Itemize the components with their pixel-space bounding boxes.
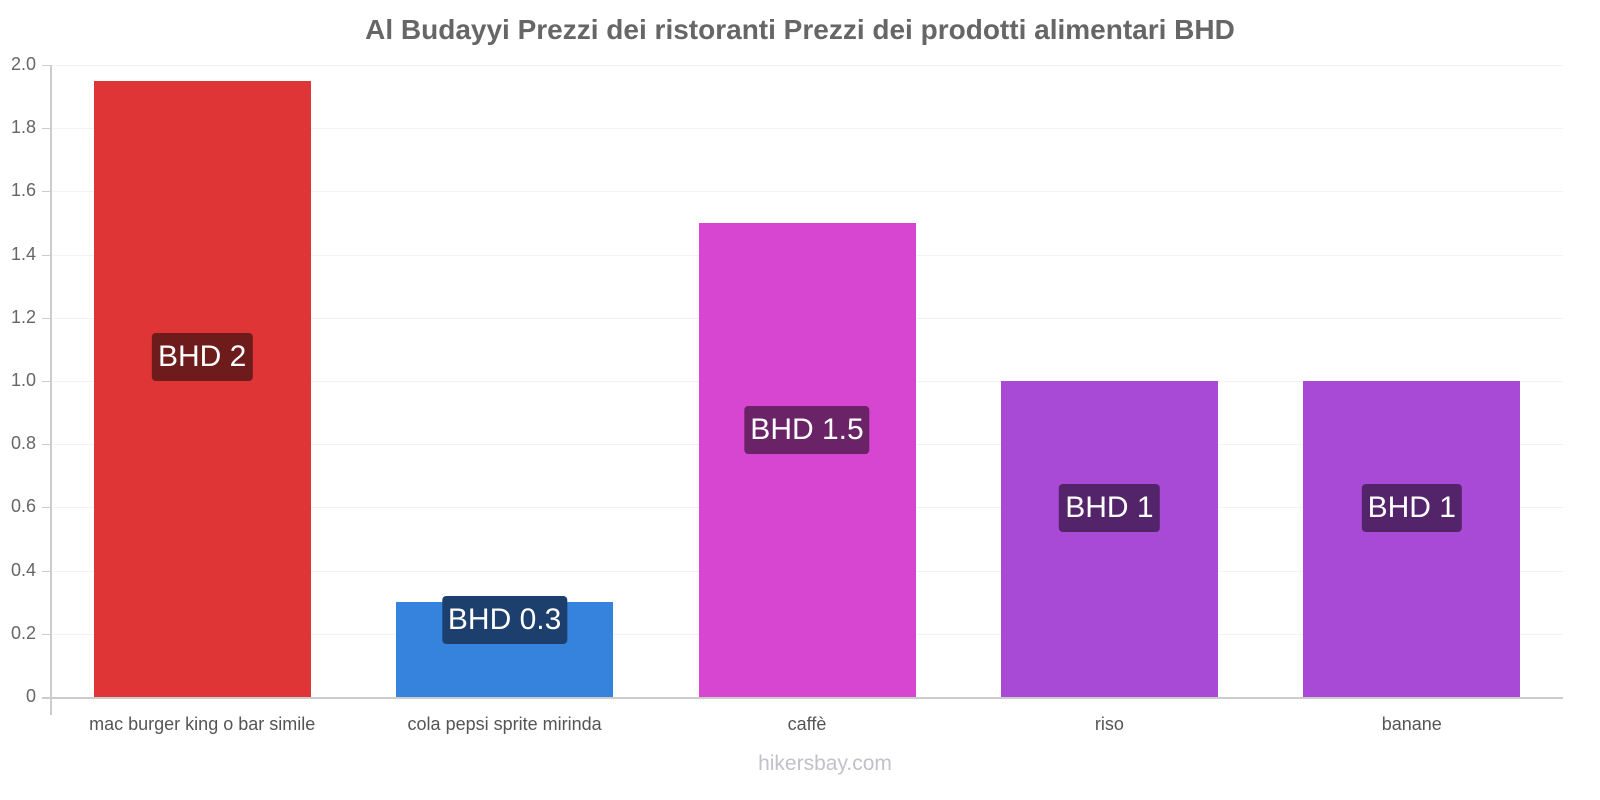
bar[interactable]: BHD 0.3	[396, 595, 614, 697]
chart-title: Al Budayyi Prezzi dei ristoranti Prezzi …	[365, 14, 1235, 45]
y-tick-mark	[42, 697, 50, 698]
y-tick-mark	[42, 191, 50, 193]
y-tick-label: 0.4	[10, 559, 36, 580]
watermark: hikersbay.com	[758, 752, 892, 775]
bar-value-label: BHD 2	[152, 332, 253, 381]
y-tick-label: 1.4	[10, 243, 36, 264]
y-tick-mark	[42, 381, 50, 382]
gridline	[51, 191, 1563, 193]
y-tick-label: 0.2	[10, 622, 36, 643]
bar[interactable]: BHD 1.5	[698, 223, 916, 697]
bar[interactable]: BHD 2	[93, 80, 311, 697]
y-tick-label: 1.8	[10, 117, 36, 138]
y-tick-mark	[42, 254, 50, 256]
y-tick-mark	[42, 507, 50, 509]
bar[interactable]: BHD 1	[1000, 381, 1218, 697]
bar[interactable]: BHD 1	[1303, 381, 1521, 697]
bar-value-label: BHD 1.5	[744, 406, 870, 454]
y-tick-label: 0	[25, 686, 36, 706]
y-tick-mark	[42, 444, 50, 446]
x-tick-label: banane	[1381, 714, 1442, 734]
y-tick-label: 1.6	[10, 180, 36, 201]
x-tick-label: riso	[1094, 714, 1124, 734]
y-tick-label: 2.0	[10, 54, 36, 74]
y-tick-label: 1.0	[10, 370, 36, 390]
y-tick-mark	[42, 633, 50, 635]
y-tick-label: 0.8	[10, 433, 36, 454]
y-tick-mark	[42, 317, 50, 319]
gridline	[51, 65, 1563, 66]
x-tick-label: caffè	[787, 714, 827, 734]
y-tick-label: 0.6	[10, 496, 36, 517]
x-tick-label: cola pepsi sprite mirinda	[407, 714, 602, 734]
bar-value-label: BHD 0.3	[441, 595, 568, 644]
y-tick-mark	[42, 65, 50, 66]
bar-value-label: BHD 1	[1059, 484, 1160, 532]
y-tick-mark	[42, 128, 50, 130]
y-tick-mark	[42, 570, 50, 572]
x-tick-label: mac burger king o bar simile	[89, 714, 316, 734]
bar-value-label: BHD 1	[1361, 484, 1462, 532]
y-axis-line	[50, 65, 52, 715]
y-tick-label: 1.2	[10, 306, 36, 327]
x-axis-line	[42, 697, 1563, 699]
gridline	[51, 128, 1563, 130]
